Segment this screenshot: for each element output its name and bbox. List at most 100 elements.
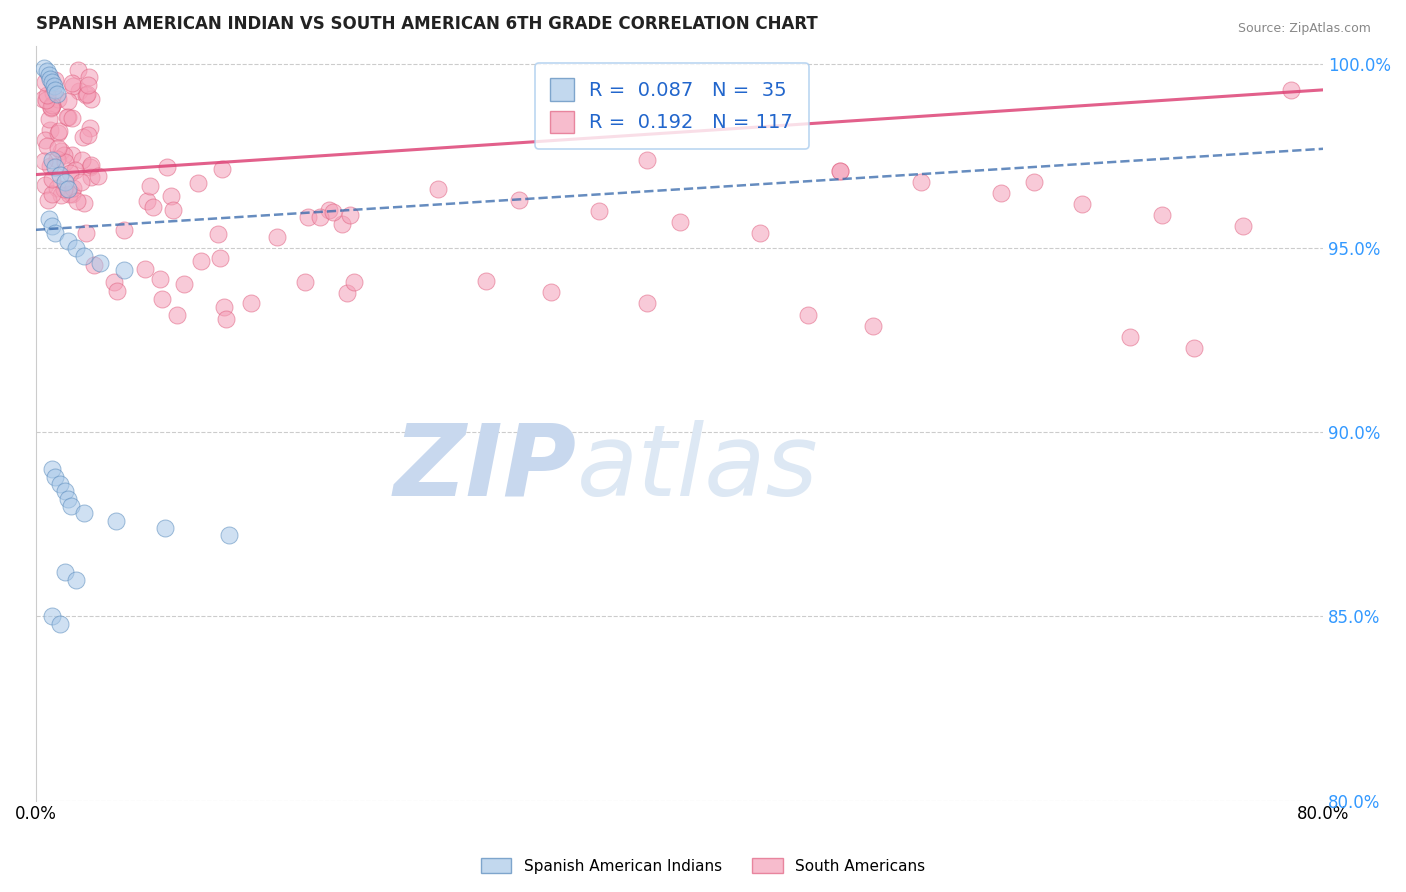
Point [149, 272, 172, 286]
Point [239, 296, 262, 310]
Point [1119, 329, 1142, 343]
Point [79, 92, 101, 106]
Point [44, 83, 66, 97]
Point [173, 277, 195, 292]
Point [990, 186, 1012, 200]
Point [830, 164, 852, 178]
Point [105, 514, 128, 528]
Point [34, 178, 56, 192]
Point [53, 154, 76, 169]
Point [52, 148, 75, 162]
Text: atlas: atlas [576, 420, 818, 517]
Point [66, 62, 89, 77]
Point [42, 86, 65, 100]
Point [65, 194, 87, 208]
Point [53, 484, 76, 499]
Point [53, 182, 76, 196]
Point [155, 160, 177, 174]
Point [87, 169, 110, 184]
Legend: Spanish American Indians, South Americans: Spanish American Indians, South American… [475, 852, 931, 880]
Point [1152, 208, 1174, 222]
Point [41, 186, 63, 201]
Point [212, 300, 235, 314]
Point [49, 616, 72, 631]
Point [65, 573, 87, 587]
Point [79, 160, 101, 174]
Point [135, 194, 157, 209]
Point [668, 215, 690, 229]
Point [35, 87, 58, 102]
Point [160, 188, 183, 202]
Point [207, 227, 229, 241]
Point [60, 111, 83, 125]
Point [76, 87, 98, 101]
Point [46, 152, 69, 166]
Point [103, 276, 125, 290]
Point [636, 153, 658, 167]
Point [62, 180, 84, 194]
Point [46, 92, 69, 106]
Point [797, 308, 820, 322]
Point [62, 79, 84, 94]
Point [153, 521, 176, 535]
Point [58, 186, 80, 201]
Point [1022, 175, 1045, 189]
Point [49, 144, 72, 158]
Point [41, 219, 63, 233]
Point [76, 128, 98, 142]
Point [34, 75, 56, 89]
Point [211, 161, 233, 176]
Point [910, 175, 932, 189]
Point [41, 609, 63, 624]
Point [1232, 219, 1254, 233]
Point [218, 528, 240, 542]
Point [60, 76, 83, 90]
Point [162, 202, 184, 217]
Point [41, 462, 63, 476]
Point [70, 153, 93, 167]
Point [73, 249, 96, 263]
Point [475, 274, 498, 288]
Point [330, 217, 353, 231]
Point [75, 226, 97, 240]
Point [105, 284, 128, 298]
Point [142, 200, 165, 214]
Point [39, 71, 62, 86]
Point [308, 210, 330, 224]
Point [59, 166, 82, 180]
Point [53, 175, 76, 189]
Point [138, 179, 160, 194]
Point [32, 92, 55, 106]
Point [150, 292, 173, 306]
Point [44, 227, 66, 241]
Point [427, 182, 450, 196]
Point [41, 153, 63, 167]
Point [48, 123, 70, 137]
Point [42, 79, 65, 94]
Point [830, 164, 852, 178]
Point [114, 263, 136, 277]
Point [297, 210, 319, 224]
Point [49, 168, 72, 182]
Point [77, 70, 100, 85]
Point [41, 101, 63, 115]
Point [56, 234, 79, 248]
Point [41, 97, 63, 112]
Point [588, 204, 610, 219]
Point [1070, 197, 1092, 211]
Point [65, 163, 87, 178]
Point [41, 171, 63, 186]
Point [80, 157, 103, 171]
Point [37, 193, 59, 207]
Point [79, 120, 101, 135]
Point [72, 129, 94, 144]
Point [112, 223, 135, 237]
Point [73, 507, 96, 521]
Point [1184, 341, 1206, 355]
Point [77, 78, 100, 93]
Point [508, 194, 530, 208]
Point [215, 312, 238, 326]
Point [166, 308, 188, 322]
Point [46, 126, 69, 140]
Point [322, 205, 344, 219]
